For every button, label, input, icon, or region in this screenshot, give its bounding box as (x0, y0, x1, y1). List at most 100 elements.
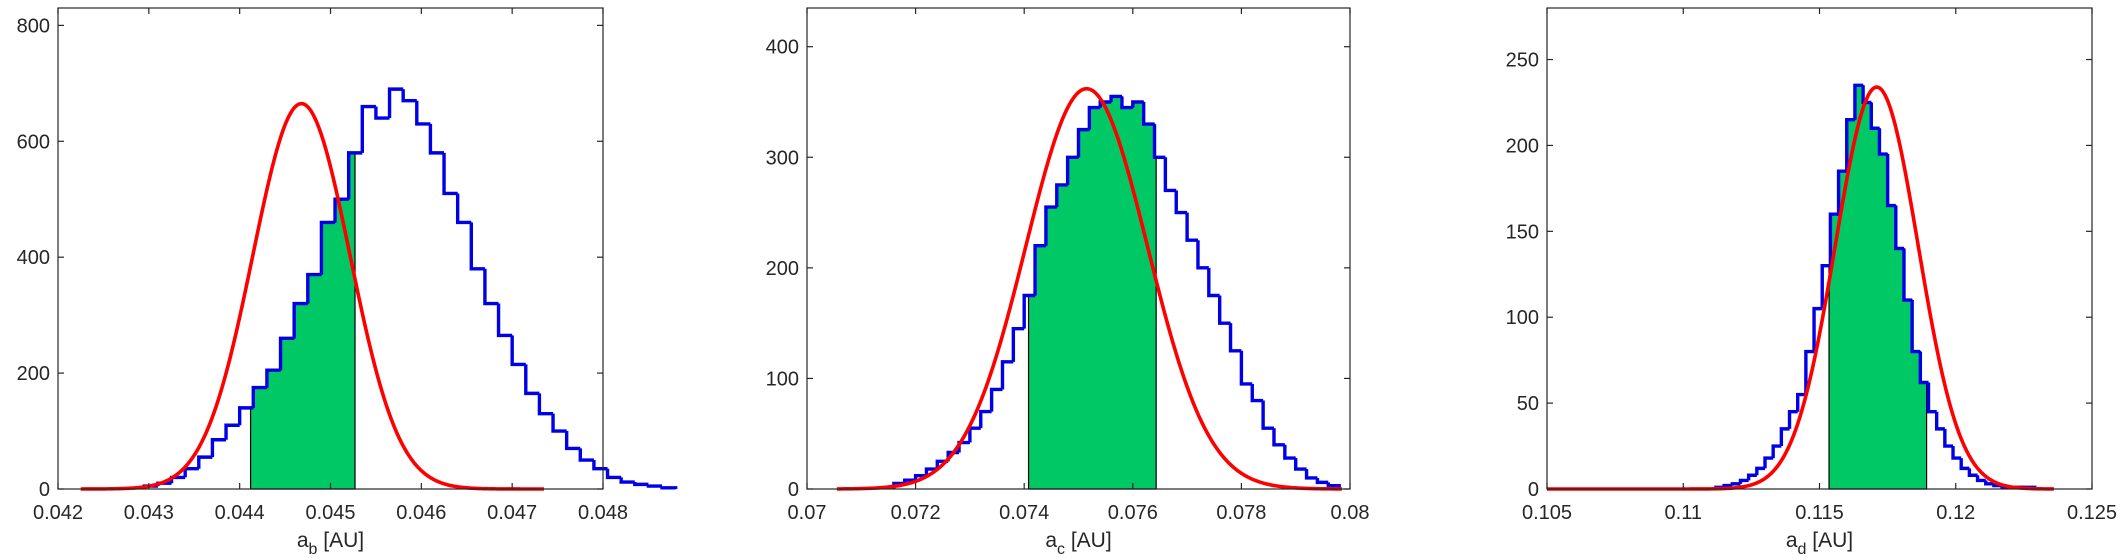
y-tick-label: 400 (17, 247, 50, 269)
x-tick-label: 0.076 (1108, 502, 1158, 524)
histogram-bin (1076, 127, 1090, 158)
histogram-bin (551, 413, 567, 433)
histogram-bars (142, 87, 678, 490)
x-tick-label: 0.11 (1665, 502, 1702, 524)
gaussian-fit-curve (836, 86, 1342, 491)
histogram-bin (510, 335, 526, 367)
axes-box (806, 7, 1351, 490)
histogram-bin (1152, 124, 1166, 159)
histogram-bin (1771, 444, 1782, 459)
histogram-bin (633, 482, 649, 487)
histogram-panel-ad: 0.105 0.11 0.115 0.12 0.125 0 50 100 150 200 250 ad… (1506, 7, 2117, 558)
histogram-bin (1746, 473, 1757, 481)
histogram-bin (1836, 169, 1847, 215)
histogram-panel-ab: 0.042 0.043 0.044 0.045 0.046 0.047 0.048 0 200 4… (17, 7, 678, 558)
x-tick-label: 0.078 (1216, 502, 1266, 524)
y-tick-label: 50 (1517, 393, 1539, 415)
y-tick-label: 200 (766, 258, 799, 280)
histogram-bin (1120, 96, 1133, 110)
histogram-bin (1779, 427, 1790, 447)
histogram-bin (251, 385, 267, 408)
histogram-bin (1845, 117, 1855, 172)
histogram-bin (183, 467, 199, 478)
y-tick-label: 100 (1506, 307, 1539, 329)
x-tick-label: 0.12 (1936, 502, 1975, 524)
histogram-bin (360, 104, 376, 153)
histogram-bin (1131, 100, 1144, 108)
y-tick-label: 200 (17, 363, 50, 385)
histogram-bin (1315, 477, 1329, 485)
y-tick-label: 250 (1506, 50, 1539, 72)
histogram-bin (442, 152, 458, 196)
histogram-bin (1926, 382, 1937, 414)
x-tick-label: 0.046 (396, 502, 446, 524)
histogram-bin (197, 455, 213, 469)
y-tick-label: 0 (39, 479, 50, 501)
y-tick-label: 200 (1506, 135, 1539, 157)
x-tick-label: 0.074 (999, 502, 1049, 524)
histogram-bin (237, 406, 254, 426)
histogram-bin (455, 193, 472, 225)
gaussian-fit-curve (1546, 85, 2054, 491)
histogram-bin (646, 484, 663, 488)
histogram-bin (496, 303, 513, 338)
histogram-bin (903, 478, 916, 484)
histogram-bin (1885, 154, 1896, 208)
histogram-bin (1812, 306, 1823, 352)
histogram-bin (333, 197, 349, 223)
histogram-bin (292, 301, 308, 339)
histogram-bin (306, 272, 322, 304)
histogram-bin (1174, 190, 1188, 215)
x-tick-label: 0.045 (305, 502, 355, 524)
histogram-bin (1869, 102, 1880, 130)
histogram-bin (1877, 128, 1888, 156)
histogram-bin (387, 87, 404, 119)
histogram-bin (968, 426, 981, 443)
y-tick-label: 400 (766, 37, 799, 59)
histogram-bin (1730, 482, 1741, 486)
histogram-bin (1239, 350, 1253, 386)
histogram-bin (1787, 409, 1798, 429)
histogram-bin (1902, 248, 1913, 302)
histogram-bin (1755, 466, 1765, 476)
y-tick-label: 150 (1506, 221, 1539, 243)
histogram-bin (346, 151, 363, 200)
y-tick-label: 300 (766, 147, 799, 169)
histogram-bin (578, 448, 594, 462)
histogram-bin (1065, 155, 1079, 185)
histogram-bin (1943, 428, 1954, 448)
histogram-bin (224, 423, 240, 440)
histogram-bin (1228, 323, 1242, 353)
histogram-bin (483, 268, 499, 306)
x-tick-label: 0.048 (578, 502, 628, 524)
x-tick-label: 0.044 (215, 502, 265, 524)
x-tick-label: 0.072 (891, 502, 941, 524)
histogram-bin (1207, 267, 1220, 298)
histogram-bin (374, 106, 390, 120)
histogram-bin (989, 387, 1003, 412)
axes-box (1546, 7, 2093, 490)
histogram-bin (1272, 428, 1285, 447)
x-tick-label: 0.08 (1331, 502, 1370, 524)
x-axis-label: ad [AU] (1786, 529, 1853, 558)
histogram-bin (1804, 349, 1815, 395)
x-tick-label: 0.043 (124, 502, 174, 524)
x-tick-label: 0.047 (487, 502, 537, 524)
histogram-bin (1894, 205, 1904, 251)
histogram-bin (1217, 295, 1231, 325)
x-axis-label: ab [AU] (297, 529, 364, 558)
histogram-bin (660, 486, 678, 490)
histogram-bin (619, 477, 635, 484)
histogram-bin (1185, 212, 1198, 242)
histogram-bin (265, 368, 281, 388)
histogram-bin (1934, 411, 1945, 431)
histogram-bin (1044, 205, 1057, 246)
y-tick-label: 100 (766, 368, 799, 390)
y-tick-label: 0 (788, 479, 799, 501)
histogram-bin (924, 467, 938, 476)
histogram-bin (1261, 400, 1274, 430)
histogram-bin (1910, 300, 1921, 354)
histogram-bin (1109, 94, 1122, 102)
x-tick-label: 0.115 (1795, 502, 1844, 524)
